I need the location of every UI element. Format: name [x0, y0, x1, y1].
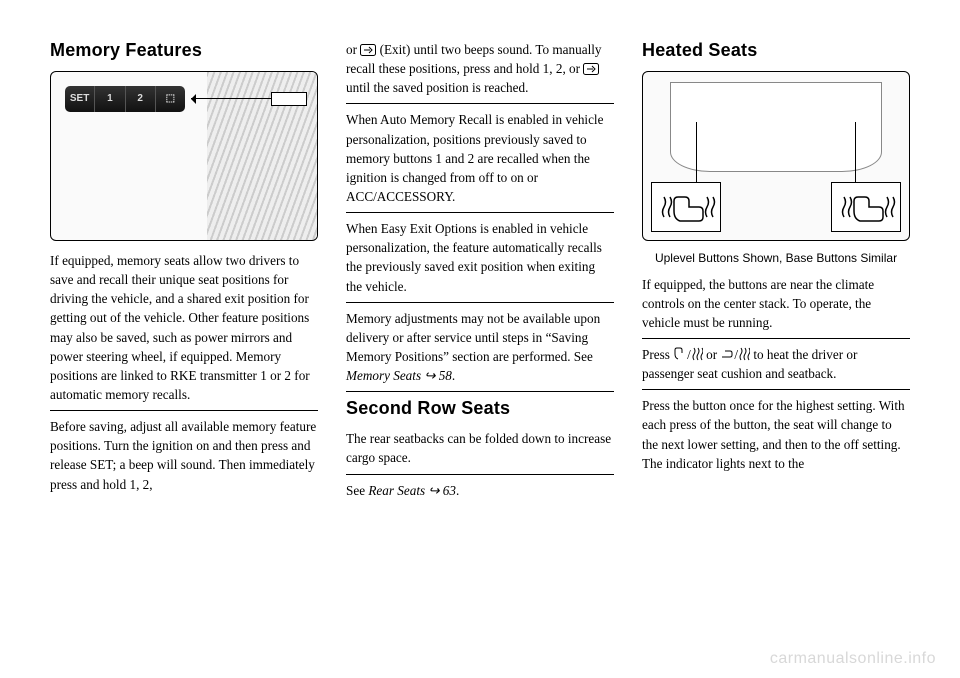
exit-icon [583, 63, 599, 75]
paragraph: When Easy Exit Options is enabled in veh… [346, 219, 614, 303]
text: Press [642, 347, 673, 362]
watermark: carmanualsonline.info [770, 650, 936, 668]
dashboard-art [670, 82, 883, 172]
text: . [456, 483, 459, 498]
paragraph: See Rear Seats ↪ 63. [346, 481, 614, 506]
paragraph: or (Exit) until two beeps sound. To manu… [346, 40, 614, 104]
seat-cushion-heat-icon [720, 347, 734, 361]
heat-waves-icon [691, 347, 703, 361]
text: . [452, 368, 455, 383]
seat-back-heat-icon [673, 347, 687, 361]
paragraph: Memory adjustments may not be available … [346, 309, 614, 393]
heading-second-row-seats: Second Row Seats [346, 398, 614, 419]
paragraph: If equipped, memory seats allow two driv… [50, 251, 318, 411]
text: until the saved position is reached. [346, 80, 528, 95]
button-2-label: 2 [126, 86, 156, 112]
text: or [703, 347, 721, 362]
callout-box [271, 92, 307, 106]
callout-box-left [651, 182, 721, 232]
memory-button-row: SET 1 2 ⬚ [65, 86, 185, 112]
exit-icon [360, 44, 376, 56]
exit-button-label: ⬚ [156, 86, 185, 112]
column-2: or (Exit) until two beeps sound. To manu… [346, 40, 614, 628]
paragraph: If equipped, the buttons are near the cl… [642, 275, 910, 339]
column-3: Heated Seats Uplevel Buttons Shown, Base… [642, 40, 910, 628]
paragraph: Before saving, adjust all available memo… [50, 417, 318, 500]
heat-waves-icon [738, 347, 750, 361]
figure-door-memory-buttons: SET 1 2 ⬚ [50, 71, 318, 241]
heading-heated-seats: Heated Seats [642, 40, 910, 61]
paragraph: The rear seatbacks can be folded down to… [346, 429, 614, 474]
text: (Exit) [380, 42, 411, 57]
cross-ref-link: Rear Seats ↪ 63 [368, 483, 456, 498]
figure-caption: Uplevel Buttons Shown, Base Buttons Simi… [642, 251, 910, 267]
cross-ref-link: Memory Seats ↪ 58 [346, 368, 452, 383]
figure-heated-seat-buttons [642, 71, 910, 241]
heated-seat-icon [832, 183, 902, 233]
paragraph: When Auto Memory Recall is enabled in ve… [346, 110, 614, 213]
text: See [346, 483, 368, 498]
paragraph: Press the button once for the highest se… [642, 396, 910, 479]
callout-pointer [191, 98, 271, 99]
paragraph: Press / or / to heat the driver or passe… [642, 345, 910, 390]
heading-memory-features: Memory Features [50, 40, 318, 61]
manual-page: Memory Features SET 1 2 ⬚ If equipped, m… [0, 0, 960, 678]
callout-box-right [831, 182, 901, 232]
button-1-label: 1 [95, 86, 125, 112]
column-1: Memory Features SET 1 2 ⬚ If equipped, m… [50, 40, 318, 628]
text: or [346, 42, 360, 57]
heated-seat-icon [652, 183, 722, 233]
set-button-label: SET [65, 86, 95, 112]
text: Memory adjustments may not be available … [346, 311, 600, 364]
